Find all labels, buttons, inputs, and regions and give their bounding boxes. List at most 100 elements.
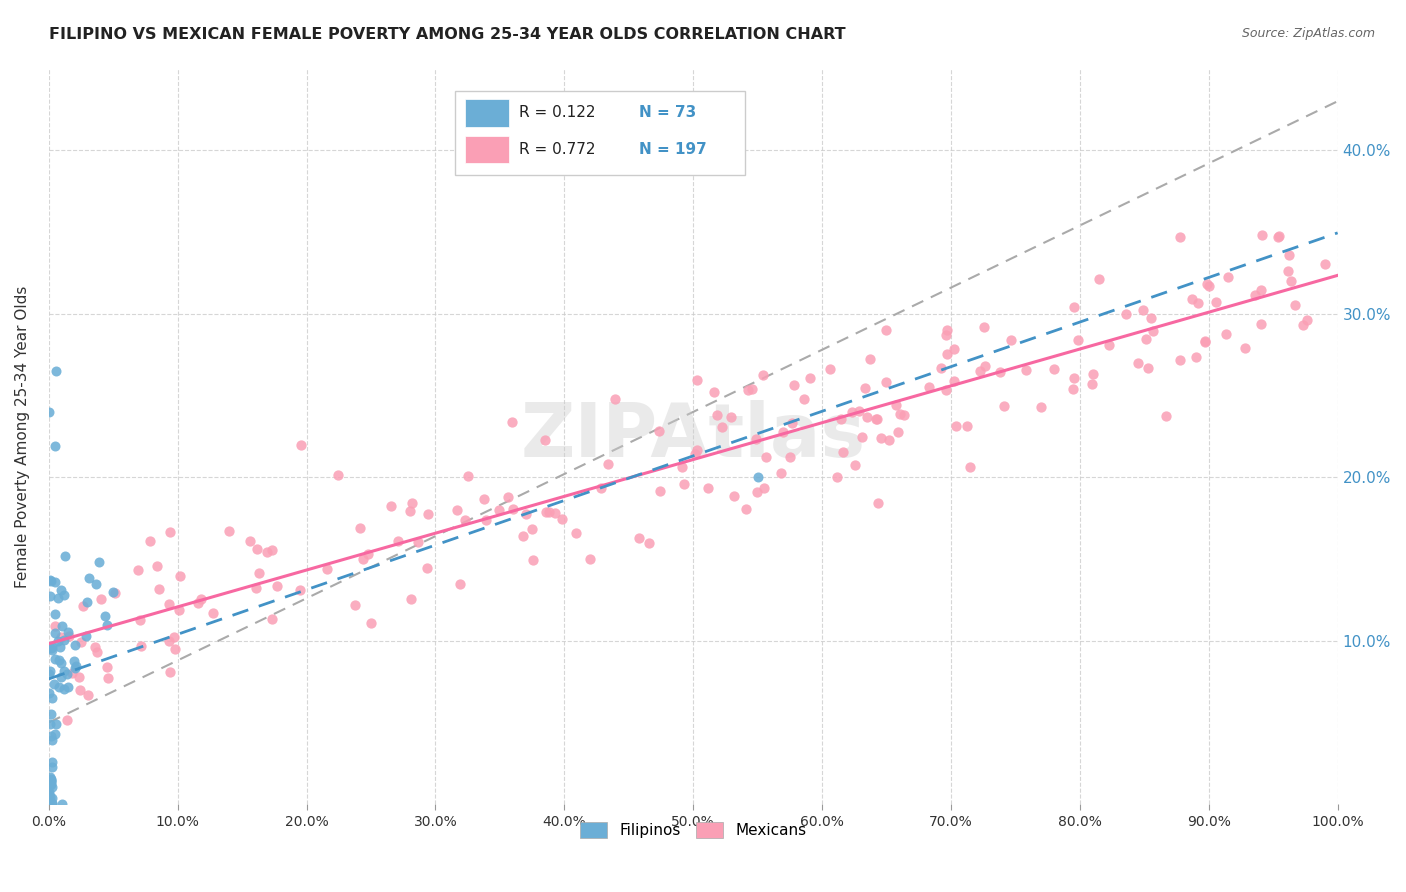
Point — [90, 591, 112, 606]
Point — [41, 797, 63, 811]
Point — [841, 405, 863, 419]
Point — [418, 507, 440, 521]
Point — [720, 410, 742, 425]
Point — [454, 513, 477, 527]
Point — [247, 566, 270, 581]
Point — [551, 512, 574, 526]
Point — [39, 729, 62, 743]
Y-axis label: Female Poverty Among 25-34 Year Olds: Female Poverty Among 25-34 Year Olds — [15, 285, 30, 588]
Point — [501, 415, 523, 429]
Point — [53, 549, 76, 563]
Point — [589, 481, 612, 495]
Point — [65, 659, 87, 673]
Point — [48, 653, 70, 667]
Point — [866, 496, 889, 510]
Point — [1132, 302, 1154, 317]
Point — [1098, 337, 1121, 351]
Point — [416, 561, 439, 575]
Point — [41, 780, 63, 794]
Point — [672, 477, 695, 491]
Point — [39, 776, 62, 790]
Point — [869, 431, 891, 445]
Point — [1066, 333, 1088, 347]
Point — [1156, 409, 1178, 423]
Point — [76, 595, 98, 609]
Point — [39, 772, 62, 787]
Point — [49, 640, 72, 655]
Text: R = 0.122: R = 0.122 — [519, 105, 596, 120]
Point — [1126, 356, 1149, 370]
Point — [56, 667, 79, 681]
Point — [103, 585, 125, 599]
Point — [44, 575, 66, 590]
Point — [48, 633, 70, 648]
Point — [76, 630, 98, 644]
Point — [859, 352, 882, 367]
Point — [474, 513, 496, 527]
Point — [799, 370, 821, 384]
Point — [44, 651, 66, 665]
Point — [239, 534, 262, 549]
Point — [38, 665, 60, 679]
Point — [148, 582, 170, 596]
Point — [67, 670, 90, 684]
Point — [1292, 318, 1315, 332]
Point — [39, 573, 62, 587]
Point — [685, 443, 707, 458]
Point — [39, 772, 62, 787]
Point — [1168, 230, 1191, 244]
Point — [1267, 230, 1289, 244]
Text: R = 0.772: R = 0.772 — [519, 142, 596, 157]
Point — [671, 459, 693, 474]
Point — [45, 364, 67, 378]
Point — [929, 360, 952, 375]
Point — [39, 641, 62, 656]
Point — [1295, 313, 1317, 327]
Point — [1137, 360, 1160, 375]
Point — [41, 691, 63, 706]
Point — [77, 571, 100, 585]
Point — [41, 755, 63, 769]
Point — [887, 425, 910, 440]
Point — [84, 640, 107, 654]
Point — [1014, 362, 1036, 376]
Point — [262, 543, 284, 558]
Point — [159, 665, 181, 680]
Point — [1043, 361, 1066, 376]
Point — [875, 323, 897, 337]
Point — [683, 447, 706, 461]
Point — [745, 484, 768, 499]
Point — [169, 569, 191, 583]
Point — [190, 591, 212, 606]
Point — [1215, 326, 1237, 341]
Point — [38, 789, 60, 804]
Point — [1250, 283, 1272, 297]
Point — [163, 631, 186, 645]
Point — [831, 444, 853, 458]
Text: N = 197: N = 197 — [640, 142, 707, 157]
Point — [84, 577, 107, 591]
Point — [488, 503, 510, 517]
Point — [474, 492, 496, 507]
Point — [44, 618, 66, 632]
Point — [41, 732, 63, 747]
Point — [959, 460, 981, 475]
Point — [146, 558, 169, 573]
Point — [1063, 371, 1085, 385]
Point — [1251, 227, 1274, 242]
Point — [973, 359, 995, 373]
Point — [1313, 257, 1336, 271]
FancyBboxPatch shape — [465, 136, 509, 163]
Point — [246, 541, 269, 556]
Point — [1194, 334, 1216, 348]
Point — [512, 529, 534, 543]
Point — [38, 667, 60, 681]
Point — [603, 392, 626, 406]
Text: Source: ZipAtlas.com: Source: ZipAtlas.com — [1241, 27, 1375, 40]
Point — [56, 625, 79, 640]
Point — [357, 547, 380, 561]
Point — [87, 555, 110, 569]
Point — [1115, 307, 1137, 321]
Point — [77, 688, 100, 702]
Point — [703, 384, 725, 399]
